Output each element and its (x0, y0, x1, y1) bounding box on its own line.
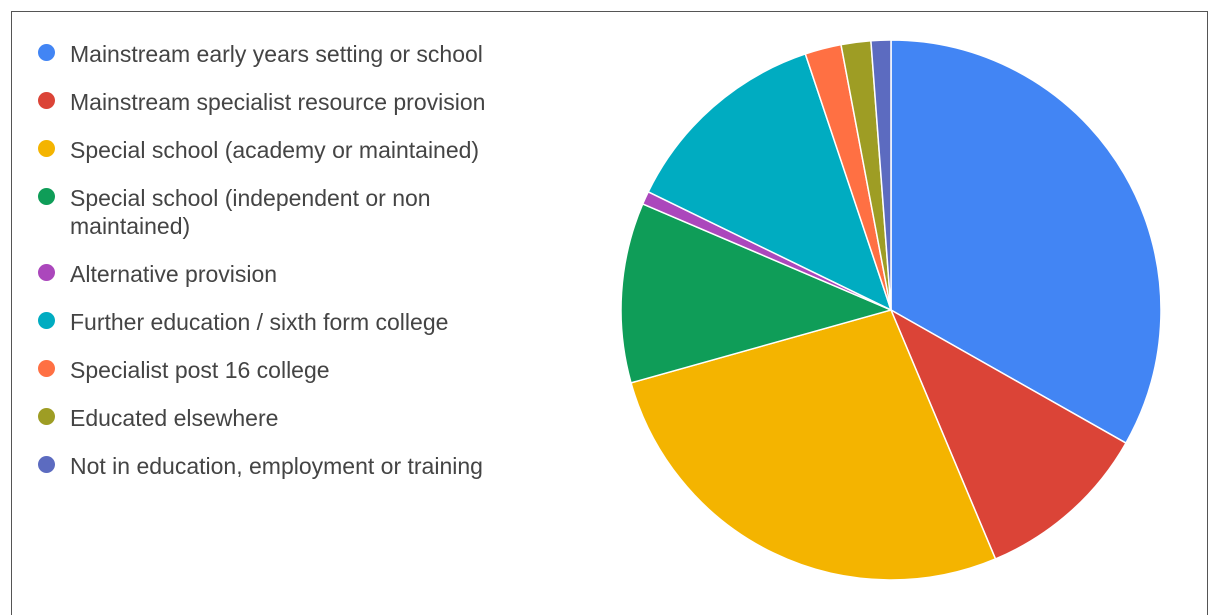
legend-item: Further education / sixth form college (38, 308, 558, 336)
legend-item: Mainstream early years setting or school (38, 40, 558, 68)
legend-label: Further education / sixth form college (70, 309, 449, 335)
pie-slice (890, 39, 1162, 444)
legend-marker (38, 408, 55, 425)
legend-label: Special school (academy or maintained) (70, 137, 480, 163)
legend-item: Special school (independent or non maint… (38, 184, 558, 240)
legend-item: Mainstream specialist resource provision (38, 88, 558, 116)
legend-item: Specialist post 16 college (38, 356, 558, 384)
pie-slice (620, 203, 892, 384)
legend-marker (38, 92, 55, 109)
legend-label: Alternative provision (70, 261, 278, 287)
pie-slice (630, 309, 997, 581)
pie-slice (870, 39, 892, 311)
legend-marker (38, 360, 55, 377)
legend-item: Not in education, employment or training (38, 452, 558, 480)
legend-marker (38, 44, 55, 61)
legend-marker (38, 264, 55, 281)
legend-label: Mainstream early years setting or school (70, 41, 483, 67)
pie-slice (890, 309, 1127, 560)
legend-label: Educated elsewhere (70, 405, 279, 431)
legend-marker (38, 188, 55, 205)
legend-marker (38, 140, 55, 157)
legend-item: Educated elsewhere (38, 404, 558, 432)
chart-legend: Mainstream early years setting or school… (38, 40, 558, 500)
legend-marker (38, 456, 55, 473)
legend-label: Mainstream specialist resource provision (70, 89, 486, 115)
legend-marker (38, 312, 55, 329)
legend-label: Not in education, employment or training (70, 453, 483, 479)
legend-label: Special school (independent or non maint… (70, 185, 431, 239)
legend-item: Alternative provision (38, 260, 558, 288)
legend-label: Specialist post 16 college (70, 357, 330, 383)
legend-item: Special school (academy or maintained) (38, 136, 558, 164)
pie-slice (647, 53, 892, 311)
